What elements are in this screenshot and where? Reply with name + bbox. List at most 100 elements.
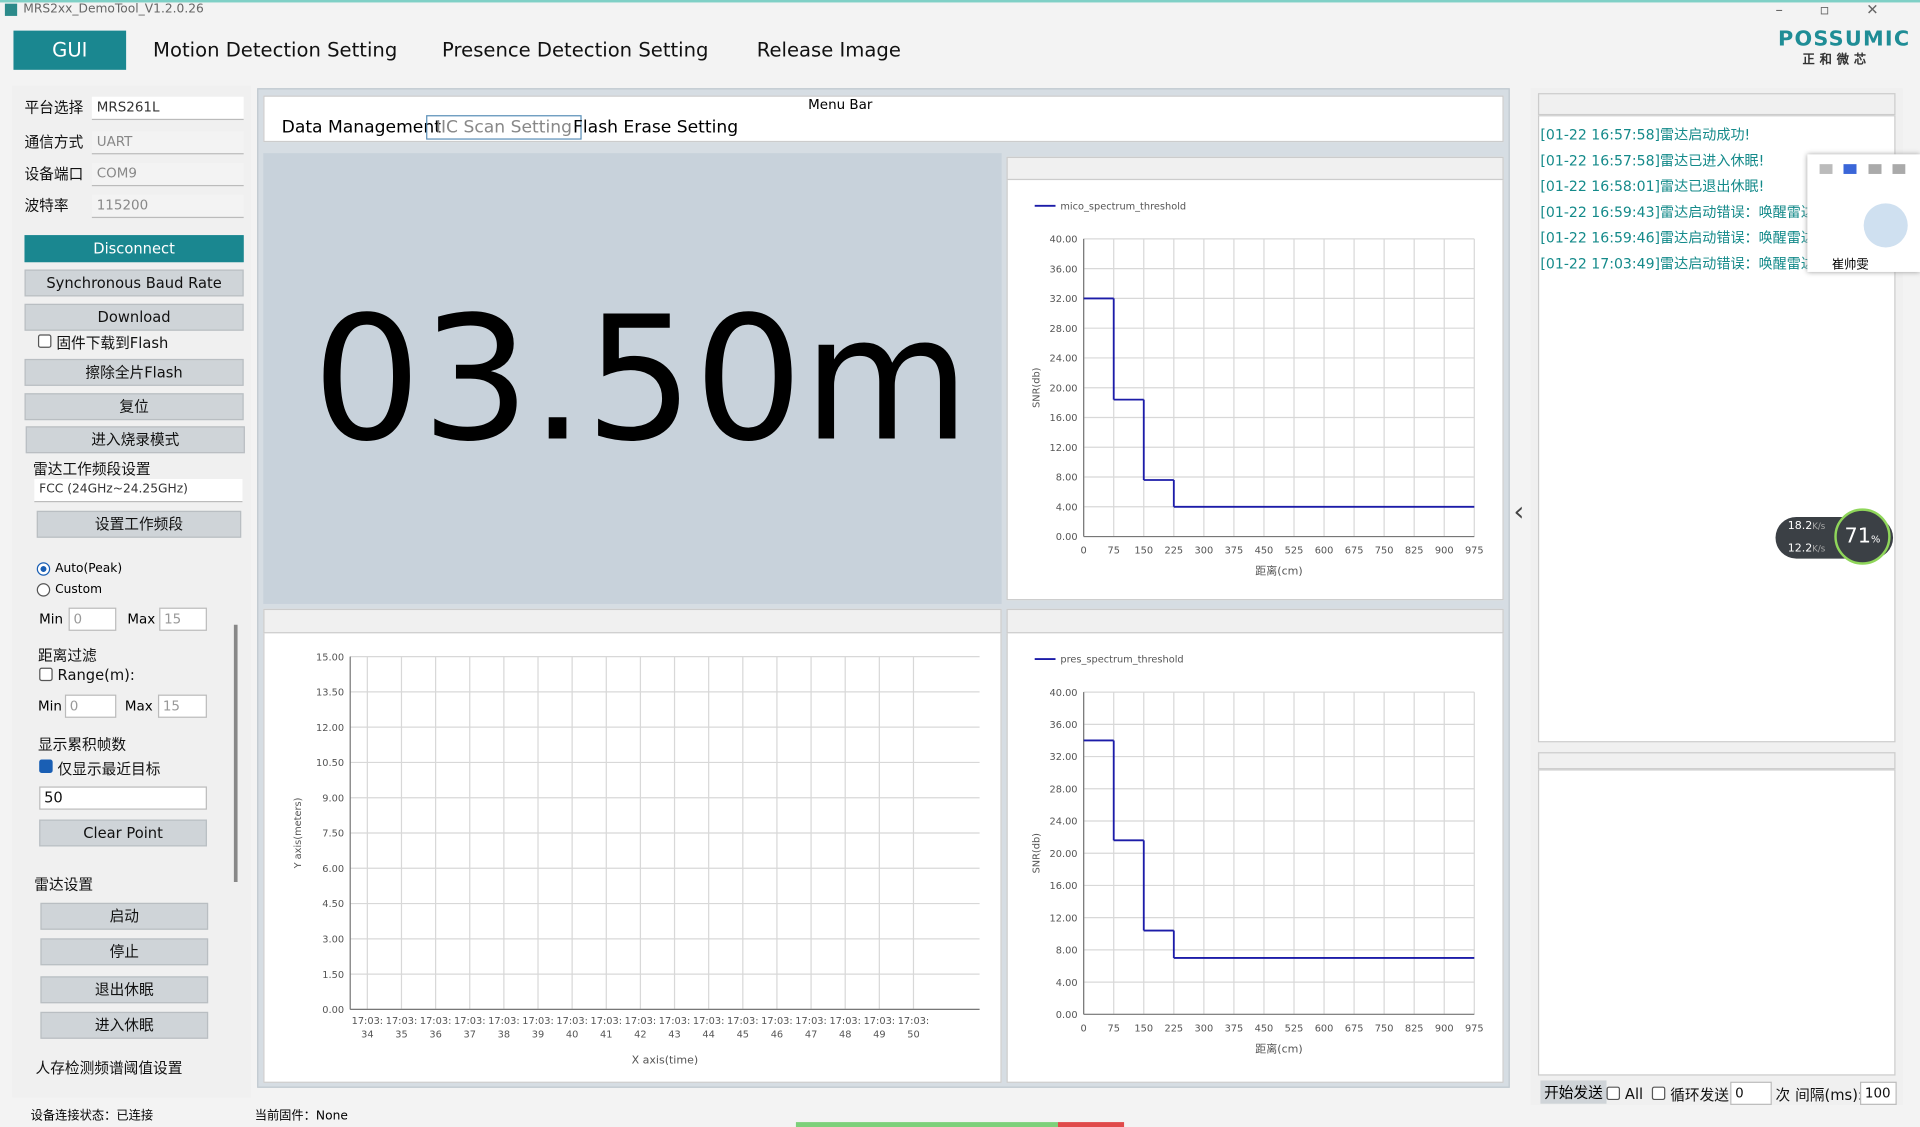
y-axis-label: SNR(db) xyxy=(1032,833,1043,873)
tab-active[interactable]: GUI xyxy=(13,30,127,70)
combo[interactable]: COM9 xyxy=(91,162,244,187)
checkbox[interactable] xyxy=(39,667,53,682)
checkbox[interactable] xyxy=(37,334,52,348)
button[interactable]: 停止 xyxy=(40,938,209,966)
x-tick-label: 600 xyxy=(1315,1023,1334,1034)
progress-end xyxy=(1057,1122,1125,1127)
scrollbar[interactable] xyxy=(233,624,238,882)
chart-header xyxy=(1006,608,1504,634)
x-tick-label: 675 xyxy=(1345,546,1364,557)
x-tick-label: 17:03:50 xyxy=(897,1015,930,1041)
log-line: [01-22 16:57:58]雷达已进入休眠! xyxy=(1540,151,1765,170)
cpu-meter: 71% xyxy=(1834,508,1891,565)
field-label: 平台选择 xyxy=(24,99,84,117)
min-label: Min xyxy=(39,611,64,628)
unit-label: 次 xyxy=(1775,1086,1791,1104)
radio[interactable] xyxy=(36,562,51,576)
input[interactable]: 50 xyxy=(39,786,207,810)
combo[interactable]: FCC (24GHz~24.25GHz) xyxy=(34,478,243,503)
input[interactable]: 0 xyxy=(68,607,117,631)
y-tick-label: 1.50 xyxy=(322,970,344,981)
menu-item[interactable]: Flash Erase Setting xyxy=(573,117,739,138)
x-tick-label: 975 xyxy=(1465,546,1484,557)
button[interactable]: Disconnect xyxy=(24,235,244,263)
collapse-arrow[interactable]: ‹ xyxy=(1513,497,1525,528)
y-tick-label: 13.50 xyxy=(316,688,344,699)
status-firmware: 当前固件：None xyxy=(254,1109,348,1124)
x-tick-label: 17:03:47 xyxy=(795,1015,827,1041)
x-tick-label: 17:03:42 xyxy=(624,1015,657,1041)
tab[interactable]: Release Image xyxy=(756,37,901,62)
user-name: 崔帅雯 xyxy=(1831,258,1869,272)
checkbox[interactable] xyxy=(1651,1086,1666,1101)
menu-item[interactable]: Data Management xyxy=(281,117,441,138)
checkbox-label: 固件下载到Flash xyxy=(56,334,169,352)
checkbox-checked[interactable] xyxy=(39,759,53,773)
x-tick-label: 600 xyxy=(1315,546,1334,557)
x-tick-label: 17:03:48 xyxy=(829,1015,861,1041)
send-button[interactable]: 开始发送 xyxy=(1540,1080,1607,1104)
y-tick-label: 36.00 xyxy=(1050,264,1078,275)
button[interactable]: 复位 xyxy=(24,393,244,421)
menu-title: Menu Bar xyxy=(808,96,873,113)
button[interactable]: 设置工作频段 xyxy=(36,510,242,538)
tab[interactable]: Motion Detection Setting xyxy=(153,37,398,62)
y-tick-label: 12.00 xyxy=(1050,913,1078,924)
button[interactable]: 进入烧录模式 xyxy=(25,426,245,454)
button[interactable]: Download xyxy=(24,303,244,331)
window-controls[interactable]: –▫✕ xyxy=(1775,1,1916,19)
input[interactable]: 0 xyxy=(64,694,117,718)
menu-item-selected[interactable]: IIC Scan Setting xyxy=(426,115,582,140)
section-title: 雷达设置 xyxy=(34,875,94,894)
spinbox[interactable]: 0 xyxy=(1730,1081,1772,1105)
spinbox[interactable]: 100 xyxy=(1860,1081,1897,1105)
radio[interactable] xyxy=(36,583,51,597)
button[interactable]: 进入休眠 xyxy=(40,1011,209,1039)
log-line: [01-22 16:58:01]雷达已退出休眠! xyxy=(1540,177,1765,195)
button[interactable]: 退出休眠 xyxy=(40,976,209,1004)
input[interactable]: 15 xyxy=(159,607,207,631)
combo[interactable]: 115200 xyxy=(91,194,244,219)
menu-bar xyxy=(263,95,1504,143)
y-tick-label: 7.50 xyxy=(322,829,344,840)
y-tick-label: 3.00 xyxy=(322,935,344,946)
log-line: [01-22 17:03:49]雷达启动错误：唤醒雷达失 xyxy=(1540,254,1830,272)
x-tick-label: 300 xyxy=(1195,1023,1214,1034)
y-axis-label: Y axis(meters) xyxy=(293,798,304,870)
x-tick-label: 525 xyxy=(1285,546,1304,557)
net-down-value: 12.2 xyxy=(1787,542,1813,555)
legend-label: pres_spectrum_threshold xyxy=(1060,655,1183,666)
y-tick-label: 4.00 xyxy=(1056,978,1078,989)
x-tick-label: 150 xyxy=(1134,546,1153,557)
x-tick-label: 825 xyxy=(1405,546,1424,557)
net-up: 18.2K/s xyxy=(1788,521,1826,533)
button[interactable]: 启动 xyxy=(40,902,209,930)
button[interactable]: Synchronous Baud Rate xyxy=(24,269,244,297)
x-tick-label: 525 xyxy=(1285,1023,1304,1034)
chart-header xyxy=(263,608,1002,634)
y-tick-label: 0.00 xyxy=(322,1005,344,1016)
checkbox[interactable] xyxy=(1606,1086,1621,1101)
combo[interactable]: MRS261L xyxy=(91,96,244,121)
x-tick-label: 17:03:37 xyxy=(453,1015,486,1041)
x-tick-label: 150 xyxy=(1134,1023,1153,1034)
x-tick-label: 900 xyxy=(1435,1023,1454,1034)
x-tick-label: 75 xyxy=(1107,1023,1119,1034)
y-tick-label: 8.00 xyxy=(1056,473,1078,484)
y-tick-label: 10.50 xyxy=(316,758,344,769)
button[interactable]: 擦除全片Flash xyxy=(24,358,244,386)
section-title: 雷达工作频段设置 xyxy=(33,460,151,478)
input[interactable]: 15 xyxy=(157,694,207,718)
button[interactable]: Clear Point xyxy=(39,819,207,847)
distance-panel xyxy=(263,153,1002,604)
combo[interactable]: UART xyxy=(91,131,244,155)
progress xyxy=(795,1122,1058,1127)
widget-icons[interactable] xyxy=(1819,164,1906,174)
log-line: [01-22 16:59:43]雷达启动错误：唤醒雷达失 xyxy=(1540,203,1830,221)
y-tick-label: 4.50 xyxy=(322,899,344,910)
chart-header xyxy=(1006,156,1504,181)
tab[interactable]: Presence Detection Setting xyxy=(442,37,709,62)
y-tick-label: 9.00 xyxy=(322,793,344,804)
